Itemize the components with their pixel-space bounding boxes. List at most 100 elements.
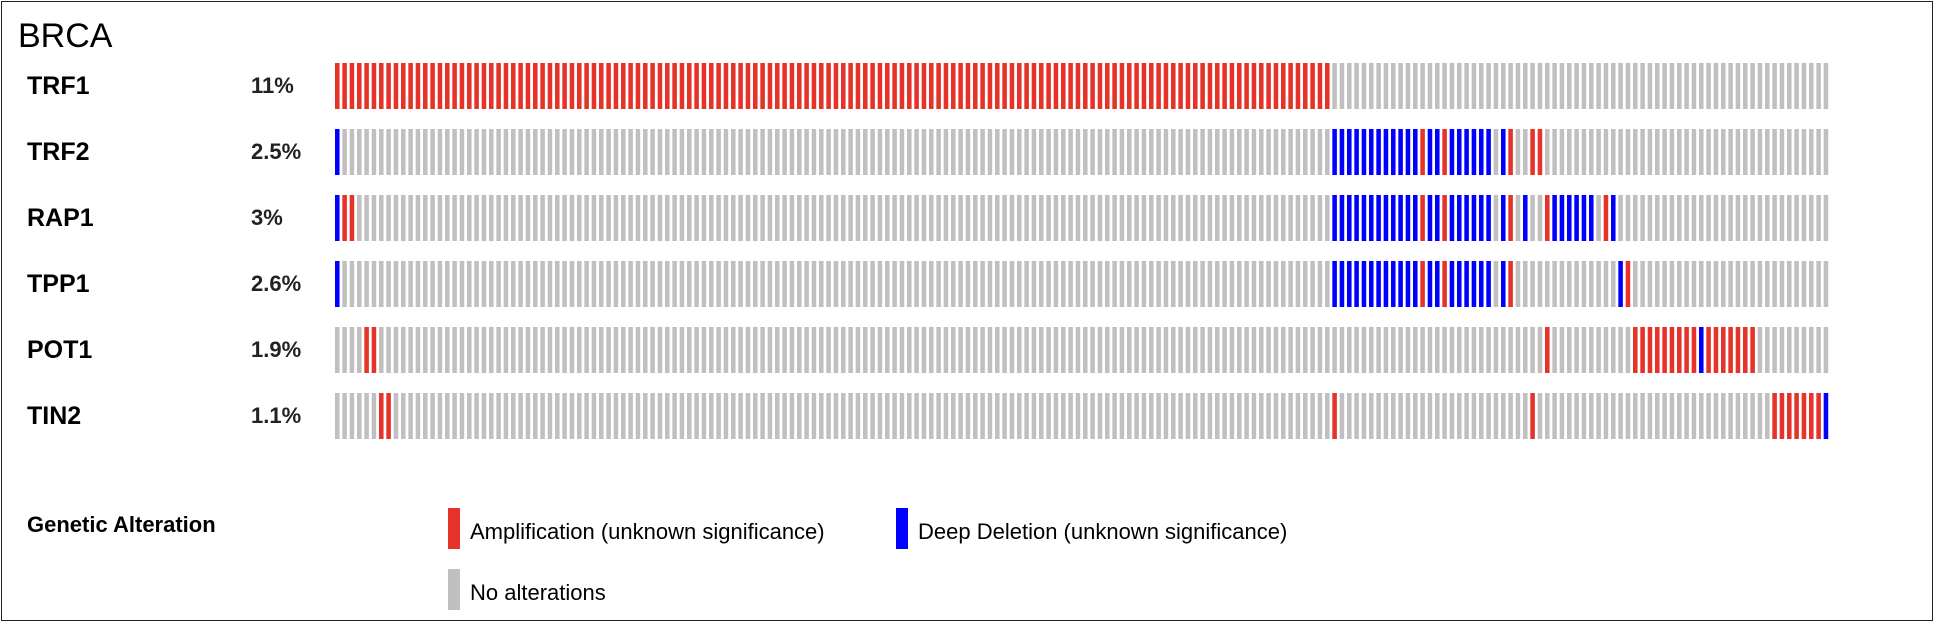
sample-cell-deep-deletion[interactable] (1486, 195, 1491, 241)
sample-cell-amplification[interactable] (1508, 261, 1513, 307)
sample-cell-amplification[interactable] (973, 63, 978, 109)
sample-cell-no-alteration[interactable] (1721, 261, 1726, 307)
sample-cell-no-alteration[interactable] (1383, 393, 1389, 439)
sample-cell-no-alteration[interactable] (1053, 393, 1059, 439)
sample-cell-no-alteration[interactable] (1112, 195, 1117, 241)
sample-cell-no-alteration[interactable] (1083, 129, 1088, 175)
sample-cell-deep-deletion[interactable] (1457, 195, 1462, 241)
sample-cell-no-alteration[interactable] (1552, 393, 1557, 439)
sample-cell-no-alteration[interactable] (1596, 393, 1601, 439)
sample-cell-no-alteration[interactable] (1625, 393, 1631, 439)
sample-cell-deep-deletion[interactable] (1574, 195, 1579, 241)
sample-cell-no-alteration[interactable] (364, 261, 369, 307)
sample-cell-no-alteration[interactable] (1559, 261, 1565, 307)
sample-cell-deep-deletion[interactable] (1332, 261, 1337, 307)
sample-cell-amplification[interactable] (452, 63, 457, 109)
sample-cell-no-alteration[interactable] (1823, 129, 1829, 175)
sample-cell-deep-deletion[interactable] (1699, 327, 1704, 373)
sample-cell-no-alteration[interactable] (1589, 129, 1594, 175)
sample-cell-amplification[interactable] (379, 63, 384, 109)
sample-cell-no-alteration[interactable] (1611, 129, 1616, 175)
sample-cell-no-alteration[interactable] (672, 129, 677, 175)
sample-cell-no-alteration[interactable] (1493, 195, 1499, 241)
sample-cell-no-alteration[interactable] (1391, 327, 1396, 373)
sample-cell-no-alteration[interactable] (525, 393, 531, 439)
sample-cell-no-alteration[interactable] (782, 129, 787, 175)
sample-cell-deep-deletion[interactable] (1479, 195, 1484, 241)
sample-cell-no-alteration[interactable] (569, 129, 575, 175)
sample-cell-no-alteration[interactable] (1193, 129, 1198, 175)
sample-cell-amplification[interactable] (789, 63, 795, 109)
sample-cell-no-alteration[interactable] (863, 129, 868, 175)
sample-cell-no-alteration[interactable] (1149, 393, 1154, 439)
sample-cell-no-alteration[interactable] (342, 261, 347, 307)
sample-cell-no-alteration[interactable] (379, 327, 384, 373)
sample-cell-no-alteration[interactable] (1655, 261, 1660, 307)
sample-cell-amplification[interactable] (349, 195, 355, 241)
sample-cell-no-alteration[interactable] (767, 327, 773, 373)
sample-cell-amplification[interactable] (437, 63, 443, 109)
sample-cell-no-alteration[interactable] (767, 261, 773, 307)
sample-cell-no-alteration[interactable] (716, 129, 721, 175)
sample-cell-no-alteration[interactable] (1559, 63, 1565, 109)
sample-cell-amplification[interactable] (1325, 63, 1330, 109)
sample-cell-no-alteration[interactable] (936, 195, 941, 241)
sample-cell-no-alteration[interactable] (1222, 261, 1227, 307)
sample-cell-no-alteration[interactable] (1347, 63, 1352, 109)
sample-cell-no-alteration[interactable] (452, 129, 457, 175)
sample-cell-no-alteration[interactable] (1127, 261, 1132, 307)
sample-cell-no-alteration[interactable] (841, 195, 846, 241)
sample-cell-deep-deletion[interactable] (1361, 129, 1367, 175)
sample-cell-no-alteration[interactable] (562, 261, 567, 307)
sample-cell-no-alteration[interactable] (1251, 327, 1257, 373)
sample-cell-no-alteration[interactable] (980, 393, 985, 439)
sample-cell-amplification[interactable] (1002, 63, 1007, 109)
sample-cell-no-alteration[interactable] (540, 195, 545, 241)
sample-cell-no-alteration[interactable] (701, 129, 707, 175)
sample-cell-no-alteration[interactable] (929, 393, 934, 439)
sample-cell-no-alteration[interactable] (1435, 393, 1440, 439)
sample-cell-no-alteration[interactable] (877, 261, 883, 307)
sample-cell-no-alteration[interactable] (1801, 261, 1807, 307)
sample-cell-no-alteration[interactable] (1024, 195, 1029, 241)
sample-cell-amplification[interactable] (1772, 393, 1777, 439)
sample-cell-no-alteration[interactable] (1750, 195, 1755, 241)
sample-cell-no-alteration[interactable] (892, 393, 897, 439)
sample-cell-no-alteration[interactable] (1706, 261, 1711, 307)
sample-cell-no-alteration[interactable] (1611, 393, 1616, 439)
sample-cell-amplification[interactable] (342, 63, 347, 109)
sample-cell-no-alteration[interactable] (1596, 129, 1601, 175)
sample-cell-no-alteration[interactable] (628, 261, 633, 307)
sample-cell-no-alteration[interactable] (1075, 129, 1081, 175)
sample-cell-no-alteration[interactable] (1127, 195, 1132, 241)
sample-cell-no-alteration[interactable] (1750, 393, 1755, 439)
sample-cell-deep-deletion[interactable] (1823, 393, 1829, 439)
sample-cell-no-alteration[interactable] (452, 393, 457, 439)
sample-cell-no-alteration[interactable] (701, 261, 707, 307)
sample-cell-no-alteration[interactable] (489, 393, 494, 439)
sample-cell-no-alteration[interactable] (489, 195, 494, 241)
sample-cell-no-alteration[interactable] (1596, 261, 1601, 307)
sample-cell-no-alteration[interactable] (1625, 63, 1631, 109)
sample-cell-no-alteration[interactable] (1750, 63, 1755, 109)
sample-cell-no-alteration[interactable] (1251, 261, 1257, 307)
sample-cell-no-alteration[interactable] (547, 327, 553, 373)
sample-cell-no-alteration[interactable] (1229, 195, 1235, 241)
sample-cell-no-alteration[interactable] (1200, 261, 1205, 307)
sample-cell-no-alteration[interactable] (1633, 393, 1638, 439)
sample-cell-no-alteration[interactable] (1229, 393, 1235, 439)
sample-cell-no-alteration[interactable] (628, 129, 633, 175)
sample-cell-no-alteration[interactable] (687, 327, 692, 373)
sample-cell-no-alteration[interactable] (1559, 129, 1565, 175)
sample-cell-deep-deletion[interactable] (1501, 261, 1506, 307)
sample-cell-no-alteration[interactable] (1002, 195, 1007, 241)
sample-cell-amplification[interactable] (1244, 63, 1249, 109)
sample-cell-no-alteration[interactable] (650, 327, 655, 373)
sample-cell-no-alteration[interactable] (1119, 327, 1125, 373)
sample-cell-no-alteration[interactable] (1787, 327, 1792, 373)
sample-cell-no-alteration[interactable] (1354, 393, 1359, 439)
sample-cell-no-alteration[interactable] (1611, 63, 1616, 109)
sample-cell-no-alteration[interactable] (1442, 63, 1447, 109)
sample-cell-amplification[interactable] (1713, 327, 1719, 373)
sample-cell-no-alteration[interactable] (1779, 261, 1785, 307)
